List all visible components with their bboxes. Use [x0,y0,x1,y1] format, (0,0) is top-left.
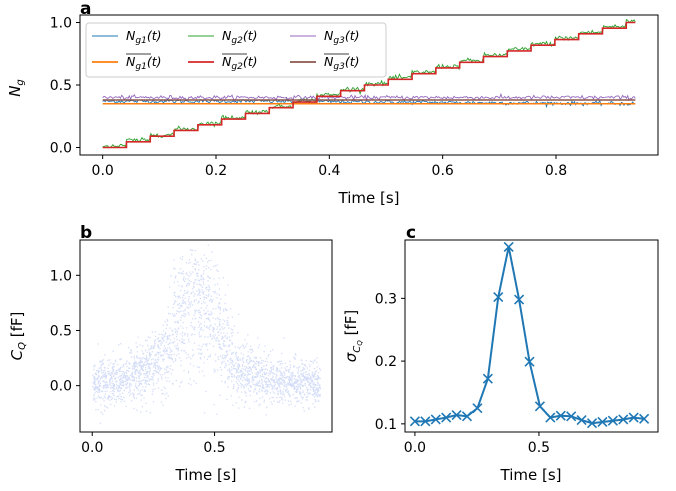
legend-label: Ng2(t) [222,54,257,72]
sigma-marker [430,414,441,425]
sigma-marker [493,292,504,303]
panel-b-y-ticks: 0.0 0.5 1.0 [50,268,80,395]
series-ng2-line [102,18,636,149]
x-tick-label: 0.0 [92,163,114,179]
scatter-points [92,244,322,425]
panel-c-ylabel: σCQ [fF] [342,310,364,362]
panel-a-plot-area [102,18,636,149]
panel-a: a 0.0 0.2 0.4 0.6 0.8 0.00.51.0 Time [s] Ng … [6,0,659,207]
panel-a-ylabel: Ng [6,79,26,97]
panel-c-x-ticks: 0.0 0.5 [404,432,550,456]
legend-label: Ng2(t) [222,28,257,46]
y-tick-label: 1.0 [50,268,72,284]
sigma-marker [607,415,618,426]
sigma-line [414,246,645,425]
series-ng3-line [102,92,636,102]
panel-b: b 0.0 0.5 0.0 0.5 1.0 Time [s] CQ [fF] [8,223,333,484]
x-tick-label: 0.0 [404,440,426,456]
panel-b-x-ticks: 0.0 0.5 [81,432,226,456]
sigma-marker [576,415,587,426]
legend-box [85,22,387,78]
sigma-marker [409,416,420,427]
panel-a-legend: Ng1(t) Ng2(t) Ng3(t) Ng1(t) Ng2(t) Ng3(t) [85,22,387,78]
panel-b-label: b [80,223,92,243]
y-tick-label: 0.2 [375,354,397,370]
sigma-marker [639,413,650,424]
sigma-marker [524,356,535,367]
y-tick-label: 1.0 [50,16,72,32]
y-tick-label: 0.5 [50,78,72,94]
sigma-marker [514,294,525,305]
sigma-marker [534,401,545,412]
y-tick-label: 0.1 [375,417,397,433]
panel-a-x-ticks: 0.0 0.2 0.4 0.6 0.8 [92,155,567,179]
sigma-marker [451,409,462,421]
legend-label: Ng1(t) [126,54,161,72]
x-tick-label: 0.5 [528,440,550,456]
panel-b-frame [79,239,333,433]
sigma-marker [566,411,577,422]
sigma-marker [461,411,473,422]
y-tick-label: 0.0 [50,379,72,395]
panel-c-plot-area [409,241,650,429]
panel-b-xlabel: Time [s] [175,466,237,484]
legend-label: Ng1(t) [126,28,161,46]
panel-b-ylabel: CQ [fF] [8,312,28,361]
x-tick-label: 0.6 [432,163,454,179]
sigma-marker [545,412,556,423]
y-tick-label: 0.0 [50,141,72,157]
panel-c-xlabel: Time [s] [500,466,562,484]
sigma-marker [618,414,629,425]
panel-a-label: a [80,0,91,19]
sigma-marker [420,416,431,427]
sigma-marker [441,412,452,423]
x-tick-label: 0.8 [545,163,567,179]
x-tick-label: 0.5 [203,440,225,456]
x-tick-label: 0.2 [205,163,227,179]
x-tick-label: 0.4 [318,163,340,179]
sigma-marker [472,403,483,414]
sigma-marker [597,416,608,428]
sigma-marker [482,373,493,384]
legend-label: Ng3(t) [324,54,359,72]
y-tick-label: 0.3 [375,291,397,307]
series-ng1-line [102,97,636,109]
panel-c-label: c [406,223,416,243]
series-ng2-mean-line [102,21,636,149]
sigma-marker [555,410,566,421]
panel-c-y-ticks: 0.1 0.2 0.3 [375,291,405,433]
panel-b-plot-area [92,244,322,425]
y-tick-label: 0.5 [50,323,72,339]
panel-c-frame [404,239,659,433]
panel-a-xlabel: Time [s] [338,189,400,207]
x-tick-label: 0.0 [81,440,103,456]
panel-a-y-ticks: 0.0 0.5 1.0 [50,16,80,157]
panel-c: c 0.0 0.5 0.1 0.2 0.3 Time [s] σCQ [fF] [342,223,659,484]
sigma-marker [628,412,639,423]
sigma-marker [503,241,514,252]
legend-label: Ng3(t) [324,28,359,46]
sigma-marker [586,418,598,429]
